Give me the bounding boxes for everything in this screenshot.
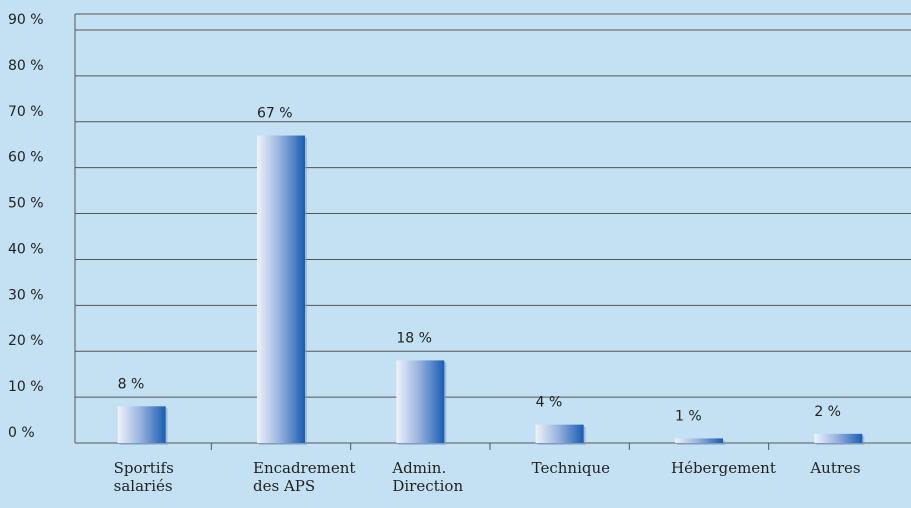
x-tick-label: Encadrement des APS	[253, 459, 356, 495]
value-label: 4 %	[536, 395, 563, 411]
x-tick-label: Autres	[810, 459, 861, 477]
value-label: 18 %	[396, 330, 432, 346]
y-tick-label: 80 %	[8, 58, 44, 74]
y-tick-label: 90 %	[8, 12, 44, 28]
x-tick-label: Hébergement	[671, 459, 776, 477]
bar	[535, 424, 584, 443]
y-tick-label: 70 %	[8, 104, 44, 120]
y-tick-label: 30 %	[8, 287, 44, 303]
y-tick-label: 10 %	[8, 379, 44, 395]
x-tick-label: Sportifs salariés	[113, 459, 174, 495]
value-label: 1 %	[675, 408, 702, 424]
bar	[675, 438, 723, 443]
value-label: 67 %	[257, 106, 293, 122]
value-label: 8 %	[118, 376, 145, 392]
bar	[396, 360, 445, 443]
y-tick-label: 0 %	[8, 425, 35, 441]
y-tick-label: 20 %	[8, 333, 44, 349]
y-tick-label: 50 %	[8, 196, 44, 212]
value-label: 2 %	[814, 404, 841, 420]
bar	[814, 433, 863, 443]
x-tick-label: Technique	[531, 459, 611, 477]
bar	[257, 135, 305, 444]
bar	[117, 406, 166, 443]
y-tick-label: 60 %	[8, 150, 44, 166]
y-tick-label: 40 %	[8, 241, 44, 257]
x-tick-label: Admin. Direction	[392, 459, 464, 495]
